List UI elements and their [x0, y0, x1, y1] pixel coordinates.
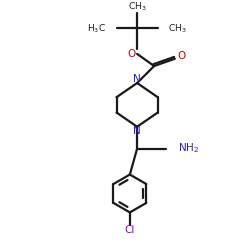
Text: Cl: Cl — [125, 225, 135, 235]
Text: N: N — [133, 126, 141, 136]
Text: CH$_3$: CH$_3$ — [128, 1, 146, 13]
Text: O: O — [128, 49, 136, 59]
Text: O: O — [178, 51, 186, 61]
Text: N: N — [133, 74, 141, 85]
Text: H$_3$C: H$_3$C — [87, 22, 106, 35]
Text: CH$_3$: CH$_3$ — [168, 22, 187, 35]
Text: NH$_2$: NH$_2$ — [178, 142, 200, 156]
